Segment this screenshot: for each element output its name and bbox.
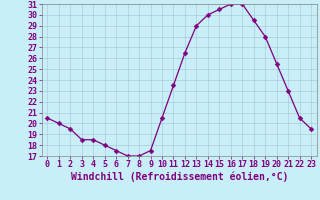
X-axis label: Windchill (Refroidissement éolien,°C): Windchill (Refroidissement éolien,°C)	[70, 172, 288, 182]
